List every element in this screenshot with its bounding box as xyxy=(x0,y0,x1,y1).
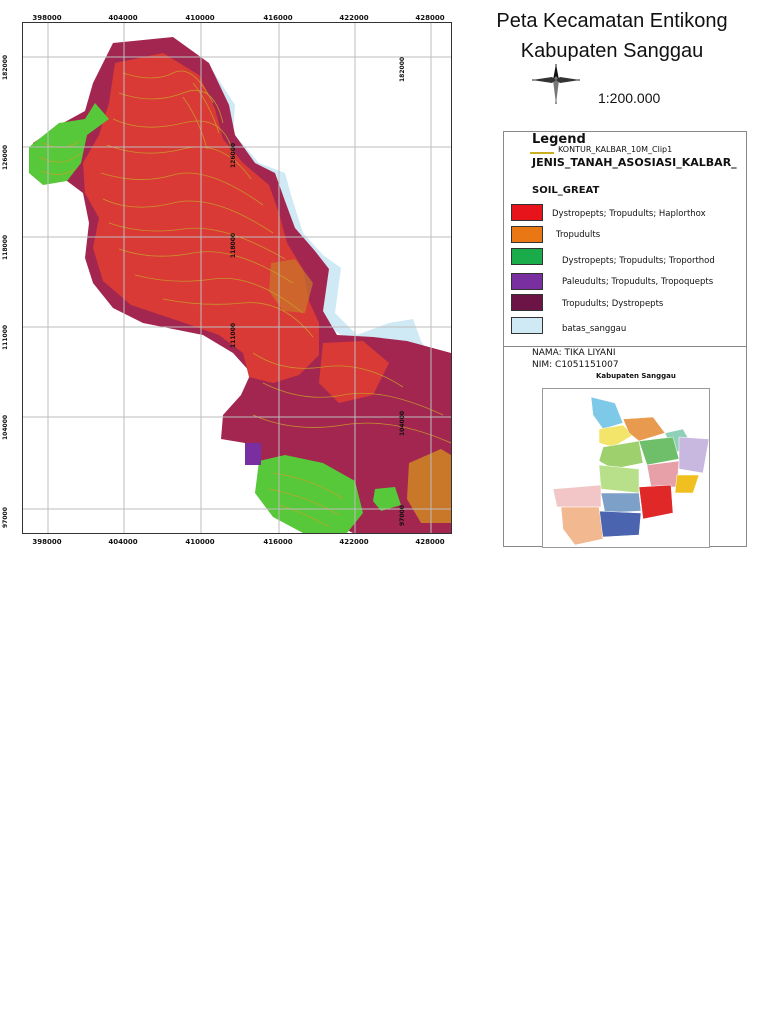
legend-swatch xyxy=(511,294,543,311)
author-name: NAMA: TIKA LIYANI xyxy=(532,348,616,358)
x-tick-label-bottom: 422000 xyxy=(339,538,369,546)
inner-y-tick-label: 126000 xyxy=(230,142,237,168)
soil-region-orange-2 xyxy=(407,449,451,523)
soil-region-purple xyxy=(245,443,261,465)
author-nim: NIM: C1051151007 xyxy=(532,360,619,370)
inset-map-graphic xyxy=(552,396,710,546)
legend-title: Legend xyxy=(532,132,586,147)
inner-y-tick-label: 104000 xyxy=(399,410,406,436)
contour-line-symbol xyxy=(530,152,554,154)
soil-map xyxy=(23,23,451,533)
map-title-line1: Peta Kecamatan Entikong xyxy=(496,10,728,32)
x-tick-label: 422000 xyxy=(339,14,369,22)
legend-item-label: batas_sanggau xyxy=(562,324,627,334)
y-tick-label: 97000 xyxy=(2,507,9,528)
legend-box: Legend KONTUR_KALBAR_10M_Clip1 JENIS_TAN… xyxy=(503,131,747,548)
x-tick-label: 428000 xyxy=(415,14,445,22)
legend-item-label: Dystropepts; Tropudults; Haplorthox xyxy=(552,209,706,219)
legend-swatch xyxy=(511,226,543,243)
contour-layer-label: KONTUR_KALBAR_10M_Clip1 xyxy=(558,145,673,154)
graticule xyxy=(23,23,451,533)
legend-swatch xyxy=(511,204,543,221)
legend-item-label: Tropudults; Dystropepts xyxy=(562,299,664,309)
legend-swatch xyxy=(511,273,543,290)
inner-y-tick-label: 118000 xyxy=(230,232,237,258)
legend-divider xyxy=(504,346,746,347)
soil-layer-label: JENIS_TANAH_ASOSIASI_KALBAR_ xyxy=(532,156,737,169)
x-tick-label-bottom: 398000 xyxy=(32,538,62,546)
soil-field-label: SOIL_GREAT xyxy=(532,185,600,196)
legend-item-label: Paleudults; Tropudults, Tropoquepts xyxy=(562,277,714,287)
x-tick-label-bottom: 404000 xyxy=(108,538,138,546)
legend-swatch xyxy=(511,317,543,334)
map-frame[interactable] xyxy=(22,22,452,534)
map-scale: 1:200.000 xyxy=(598,90,661,106)
inner-y-tick-label: 111000 xyxy=(230,322,237,348)
x-tick-label: 404000 xyxy=(108,14,138,22)
x-tick-label-bottom: 428000 xyxy=(415,538,445,546)
x-tick-label: 416000 xyxy=(263,14,293,22)
legend-item-label: Tropudults xyxy=(556,230,601,240)
y-tick-label: 182000 xyxy=(2,54,9,80)
inner-y-tick-label: 97000 xyxy=(399,505,406,526)
x-tick-label-bottom: 416000 xyxy=(263,538,293,546)
x-tick-label: 410000 xyxy=(185,14,215,22)
map-title-line2: Kabupaten Sanggau xyxy=(520,40,704,62)
inset-title: Kabupaten Sanggau xyxy=(596,372,676,380)
soil-region-orange-1 xyxy=(269,259,313,313)
soil-region-green-nw xyxy=(29,103,109,185)
legend-item-label: Dystropepts; Tropudults; Troporthod xyxy=(562,256,715,266)
inner-y-tick-label: 182000 xyxy=(399,56,406,82)
x-tick-label: 398000 xyxy=(32,14,62,22)
soil-region-green-small xyxy=(373,487,401,511)
x-tick-label-bottom: 410000 xyxy=(185,538,215,546)
y-tick-label: 104000 xyxy=(2,414,9,440)
y-tick-label: 111000 xyxy=(2,324,9,350)
map-title: Peta Kecamatan Entikong Kabupaten Sangga… xyxy=(462,6,762,66)
legend-swatch xyxy=(511,248,543,265)
y-tick-label: 126000 xyxy=(2,144,9,170)
y-tick-label: 118000 xyxy=(2,234,9,260)
north-arrow-icon xyxy=(532,64,580,104)
soil-region-red-east xyxy=(319,341,389,403)
inset-map xyxy=(542,388,710,548)
